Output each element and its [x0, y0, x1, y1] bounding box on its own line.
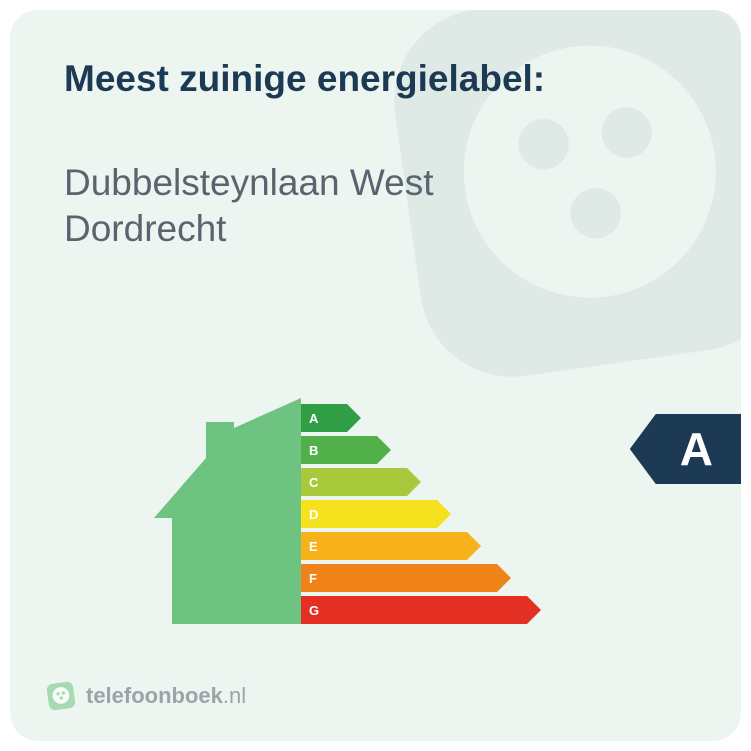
bar-label: C — [309, 475, 318, 490]
energy-bar-c: C — [301, 468, 541, 496]
card-title: Meest zuinige energielabel: — [64, 58, 687, 100]
energy-bars: A B C D E F G — [301, 404, 541, 628]
badge-letter: A — [680, 423, 713, 475]
location-line1: Dubbelsteynlaan West — [64, 162, 434, 203]
bar-label: A — [309, 411, 318, 426]
energy-rating-badge: A — [630, 414, 741, 484]
energy-bar-a: A — [301, 404, 541, 432]
brand-text: telefoonboek.nl — [86, 683, 246, 709]
bar-label: G — [309, 603, 319, 618]
brand-name: telefoonboek — [86, 683, 223, 708]
house-icon — [154, 398, 301, 624]
bar-label: B — [309, 443, 318, 458]
bar-shape — [301, 500, 451, 528]
bar-label: E — [309, 539, 318, 554]
energy-bar-f: F — [301, 564, 541, 592]
bar-label: D — [309, 507, 318, 522]
bar-shape — [301, 532, 481, 560]
info-card: Meest zuinige energielabel: Dubbelsteynl… — [10, 10, 741, 741]
location-line2: Dordrecht — [64, 208, 226, 249]
bar-label: F — [309, 571, 317, 586]
energy-bar-b: B — [301, 436, 541, 464]
brand-tld: .nl — [223, 683, 246, 708]
bar-shape — [301, 564, 511, 592]
energy-label-diagram: A B C D E F G — [154, 398, 554, 638]
energy-bar-e: E — [301, 532, 541, 560]
location-text: Dubbelsteynlaan West Dordrecht — [64, 160, 687, 253]
energy-bar-g: G — [301, 596, 541, 624]
bar-shape — [301, 468, 421, 496]
footer: telefoonboek.nl — [46, 681, 246, 711]
energy-bar-d: D — [301, 500, 541, 528]
bar-shape — [301, 596, 541, 624]
brand-icon — [46, 681, 76, 711]
